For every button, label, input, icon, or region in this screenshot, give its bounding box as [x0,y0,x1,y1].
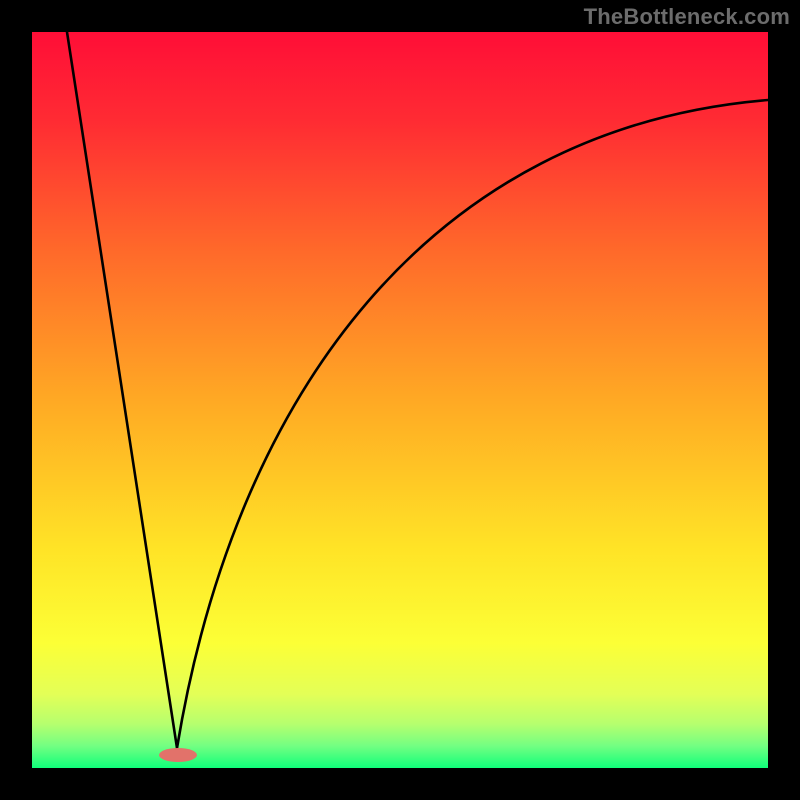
chart-canvas: TheBottleneck.com [0,0,800,800]
minimum-marker [159,748,197,762]
chart-svg [0,0,800,800]
gradient-background [32,32,768,768]
watermark-text: TheBottleneck.com [584,4,790,30]
